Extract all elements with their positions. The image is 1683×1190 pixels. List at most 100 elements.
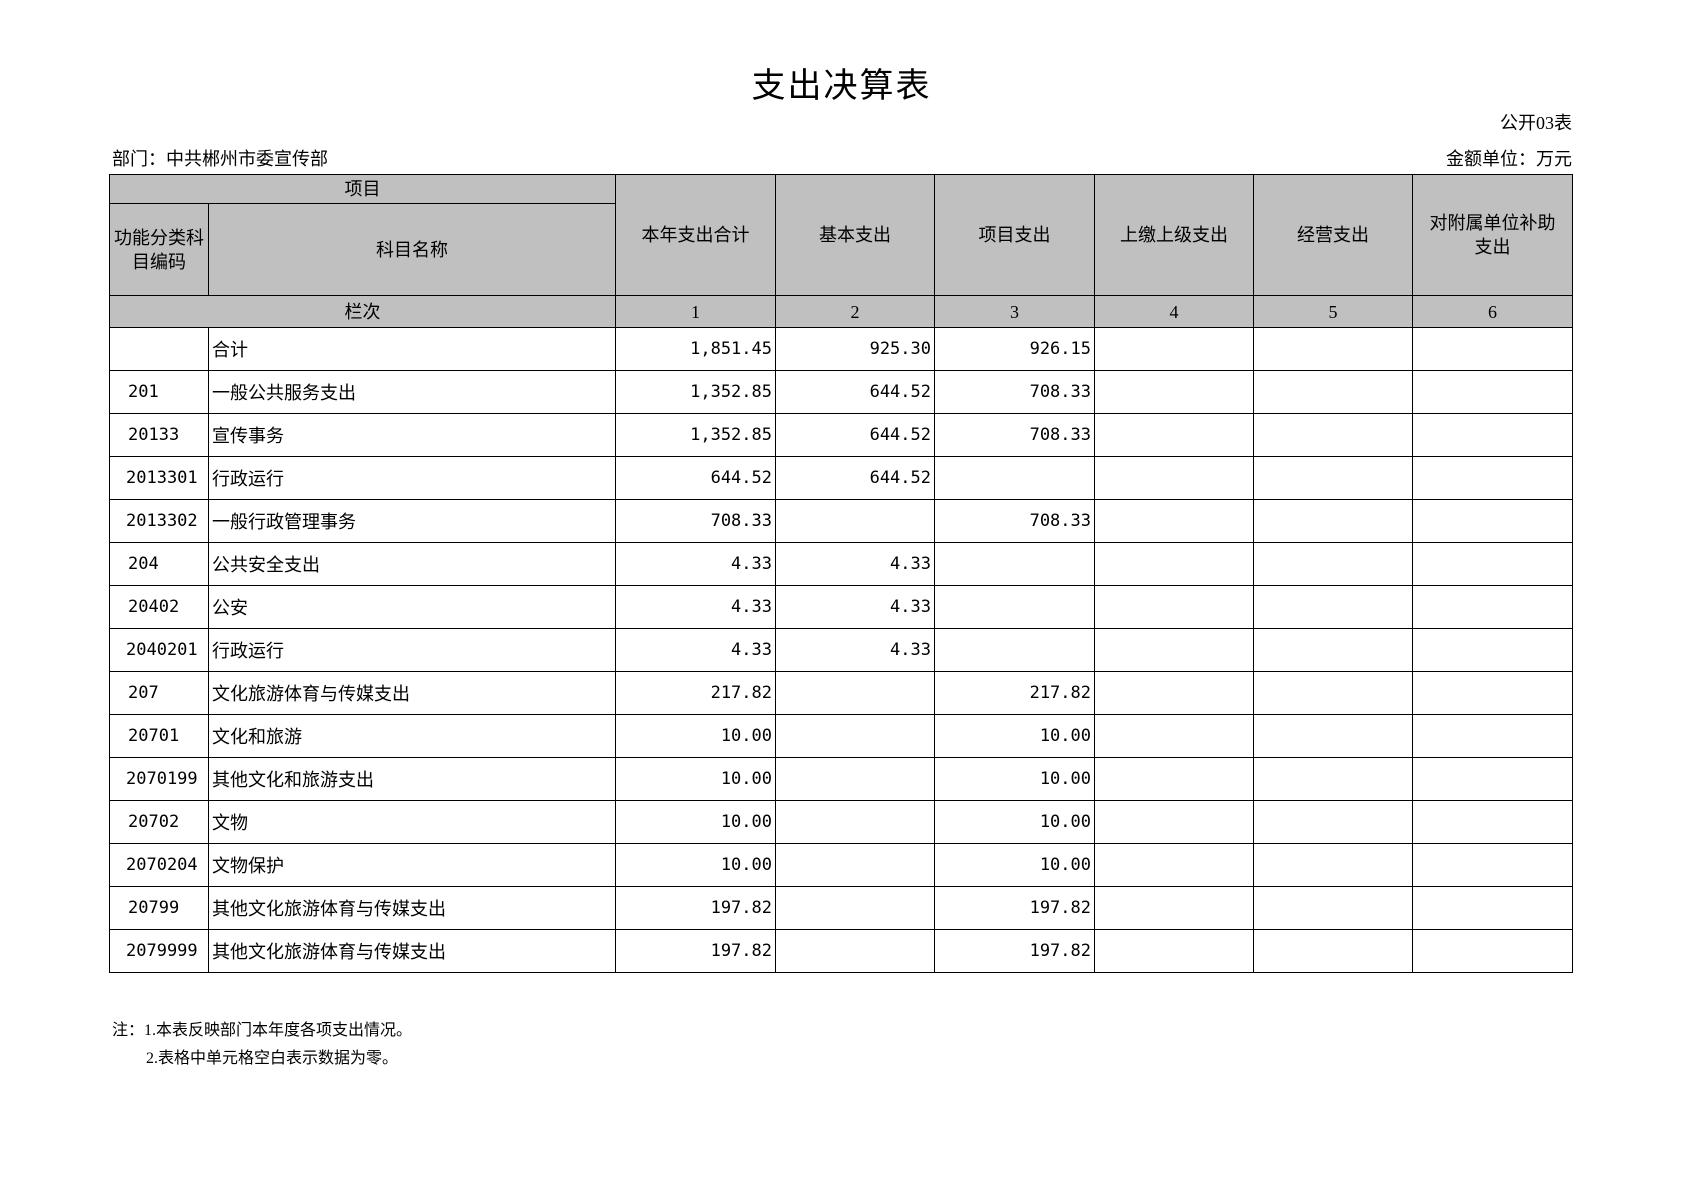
amount-project: 10.00 xyxy=(934,843,1095,887)
header-col-1: 本年支出合计 xyxy=(615,174,776,296)
amount-project: 926.15 xyxy=(934,327,1095,371)
expenditure-table: 项目 本年支出合计 基本支出 项目支出 上缴上级支出 经营支出 对附属单位补助支… xyxy=(109,174,1573,973)
amount-basic xyxy=(775,929,935,973)
subject-code: 2070199 xyxy=(109,757,209,801)
subject-code xyxy=(109,327,209,371)
amount-basic xyxy=(775,843,935,887)
form-number: 公开03表 xyxy=(1500,113,1572,133)
amount-business xyxy=(1253,628,1413,672)
column-number: 6 xyxy=(1412,295,1573,328)
amount-project: 197.82 xyxy=(934,886,1095,930)
amount-subsidy xyxy=(1412,499,1573,543)
column-number: 2 xyxy=(775,295,935,328)
amount-project: 10.00 xyxy=(934,757,1095,801)
amount-basic: 925.30 xyxy=(775,327,935,371)
amount-upper xyxy=(1094,585,1254,629)
amount-subsidy xyxy=(1412,800,1573,844)
amount-total: 10.00 xyxy=(615,714,776,758)
amount-upper xyxy=(1094,843,1254,887)
subject-name: 一般公共服务支出 xyxy=(208,370,616,414)
amount-project xyxy=(934,456,1095,500)
header-col-6: 对附属单位补助支出 xyxy=(1412,174,1573,296)
department-label: 部门：中共郴州市委宣传部 xyxy=(112,149,328,169)
table-row: 20701 文化和旅游 10.00 10.00 xyxy=(109,714,1573,758)
amount-business xyxy=(1253,413,1413,457)
amount-total: 217.82 xyxy=(615,671,776,715)
amount-basic xyxy=(775,757,935,801)
amount-project: 708.33 xyxy=(934,413,1095,457)
amount-upper xyxy=(1094,327,1254,371)
amount-upper xyxy=(1094,499,1254,543)
subject-code: 20701 xyxy=(109,714,209,758)
amount-subsidy xyxy=(1412,413,1573,457)
subject-name: 公共安全支出 xyxy=(208,542,616,586)
amount-total: 1,352.85 xyxy=(615,370,776,414)
subject-name: 文物保护 xyxy=(208,843,616,887)
amount-business xyxy=(1253,542,1413,586)
amount-upper xyxy=(1094,370,1254,414)
subject-name: 其他文化和旅游支出 xyxy=(208,757,616,801)
amount-business xyxy=(1253,714,1413,758)
amount-subsidy xyxy=(1412,757,1573,801)
amount-project: 217.82 xyxy=(934,671,1095,715)
subject-name: 宣传事务 xyxy=(208,413,616,457)
header-name: 科目名称 xyxy=(208,203,616,296)
header-row-label: 栏次 xyxy=(109,295,616,328)
subject-code: 204 xyxy=(109,542,209,586)
table-row: 20402 公安 4.33 4.33 xyxy=(109,585,1573,629)
amount-basic xyxy=(775,800,935,844)
amount-basic: 4.33 xyxy=(775,585,935,629)
amount-business xyxy=(1253,499,1413,543)
amount-total: 1,352.85 xyxy=(615,413,776,457)
amount-project: 708.33 xyxy=(934,370,1095,414)
amount-business xyxy=(1253,886,1413,930)
amount-total: 10.00 xyxy=(615,843,776,887)
amount-business xyxy=(1253,757,1413,801)
amount-total: 1,851.45 xyxy=(615,327,776,371)
subject-name: 文化旅游体育与传媒支出 xyxy=(208,671,616,715)
table-row: 201 一般公共服务支出 1,352.85 644.52 708.33 xyxy=(109,370,1573,414)
column-number: 4 xyxy=(1094,295,1254,328)
amount-basic xyxy=(775,886,935,930)
amount-upper xyxy=(1094,542,1254,586)
amount-business xyxy=(1253,327,1413,371)
amount-total: 644.52 xyxy=(615,456,776,500)
amount-basic xyxy=(775,714,935,758)
subject-name: 合计 xyxy=(208,327,616,371)
subject-name: 行政运行 xyxy=(208,628,616,672)
header-code: 功能分类科目编码 xyxy=(109,203,209,296)
subject-name: 其他文化旅游体育与传媒支出 xyxy=(208,929,616,973)
header-item: 项目 xyxy=(109,174,616,204)
header-col-3: 项目支出 xyxy=(934,174,1095,296)
subject-name: 其他文化旅游体育与传媒支出 xyxy=(208,886,616,930)
subject-name: 文物 xyxy=(208,800,616,844)
amount-total: 4.33 xyxy=(615,585,776,629)
header-col-4: 上缴上级支出 xyxy=(1094,174,1254,296)
table-row: 2070199 其他文化和旅游支出 10.00 10.00 xyxy=(109,757,1573,801)
amount-basic xyxy=(775,671,935,715)
amount-subsidy xyxy=(1412,886,1573,930)
amount-total: 10.00 xyxy=(615,757,776,801)
amount-project: 708.33 xyxy=(934,499,1095,543)
page-title: 支出决算表 xyxy=(751,68,932,105)
amount-basic: 4.33 xyxy=(775,542,935,586)
amount-business xyxy=(1253,843,1413,887)
subject-name: 一般行政管理事务 xyxy=(208,499,616,543)
subject-code: 2040201 xyxy=(109,628,209,672)
amount-subsidy xyxy=(1412,671,1573,715)
subject-code: 2070204 xyxy=(109,843,209,887)
amount-subsidy xyxy=(1412,628,1573,672)
amount-project: 10.00 xyxy=(934,714,1095,758)
amount-upper xyxy=(1094,628,1254,672)
amount-subsidy xyxy=(1412,714,1573,758)
amount-project xyxy=(934,542,1095,586)
table-row: 2079999 其他文化旅游体育与传媒支出 197.82 197.82 xyxy=(109,929,1573,973)
note-2: 2.表格中单元格空白表示数据为零。 xyxy=(146,1050,399,1067)
subject-code: 20402 xyxy=(109,585,209,629)
amount-upper xyxy=(1094,886,1254,930)
table-row: 20702 文物 10.00 10.00 xyxy=(109,800,1573,844)
amount-basic xyxy=(775,499,935,543)
amount-subsidy xyxy=(1412,929,1573,973)
amount-subsidy xyxy=(1412,370,1573,414)
amount-subsidy xyxy=(1412,542,1573,586)
